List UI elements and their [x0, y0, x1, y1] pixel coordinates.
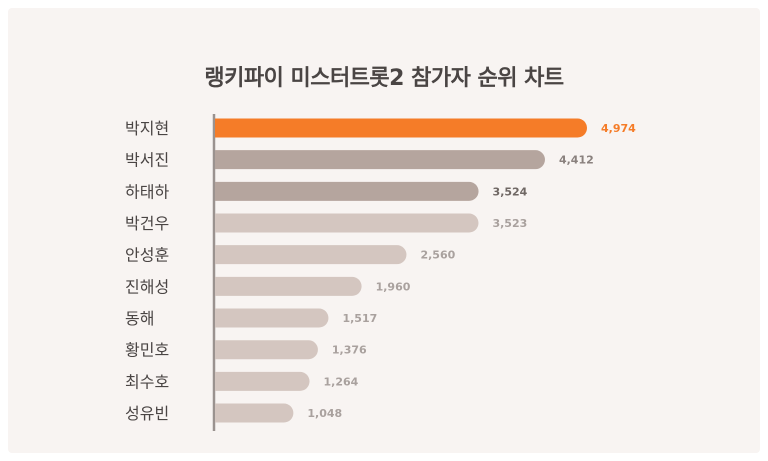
category-label: 박지현: [125, 119, 169, 138]
bar: [215, 118, 587, 138]
value-label: 2,560: [420, 249, 455, 262]
value-label: 1,048: [307, 407, 342, 420]
value-label: 1,517: [342, 312, 377, 325]
value-label: 4,412: [559, 154, 594, 167]
value-label: 3,524: [493, 185, 528, 198]
category-label: 안성훈: [125, 246, 169, 265]
chart-title: 랭키파이 미스터트롯2 참가자 순위 차트: [204, 66, 564, 91]
bar: [215, 308, 329, 328]
category-label: 성유빈: [125, 404, 169, 423]
bar: [215, 276, 362, 296]
value-label: 1,960: [376, 280, 411, 293]
category-label: 박서진: [125, 151, 169, 170]
value-label: 3,523: [492, 217, 527, 230]
bar: [215, 150, 545, 170]
category-label: 황민호: [125, 341, 169, 360]
category-label: 진해성: [125, 277, 169, 296]
bar: [215, 403, 294, 423]
bar: [215, 213, 479, 233]
bar: [215, 371, 310, 391]
value-label: 1,376: [332, 344, 367, 357]
category-label: 최수호: [125, 372, 169, 391]
category-label: 동해: [125, 309, 154, 328]
value-label: 1,264: [324, 375, 359, 388]
category-label: 하태하: [125, 182, 169, 201]
bar: [215, 181, 479, 201]
value-label: 4,974: [601, 122, 636, 135]
category-label: 박건우: [125, 214, 169, 233]
bar: [215, 245, 407, 265]
bar: [215, 340, 318, 360]
